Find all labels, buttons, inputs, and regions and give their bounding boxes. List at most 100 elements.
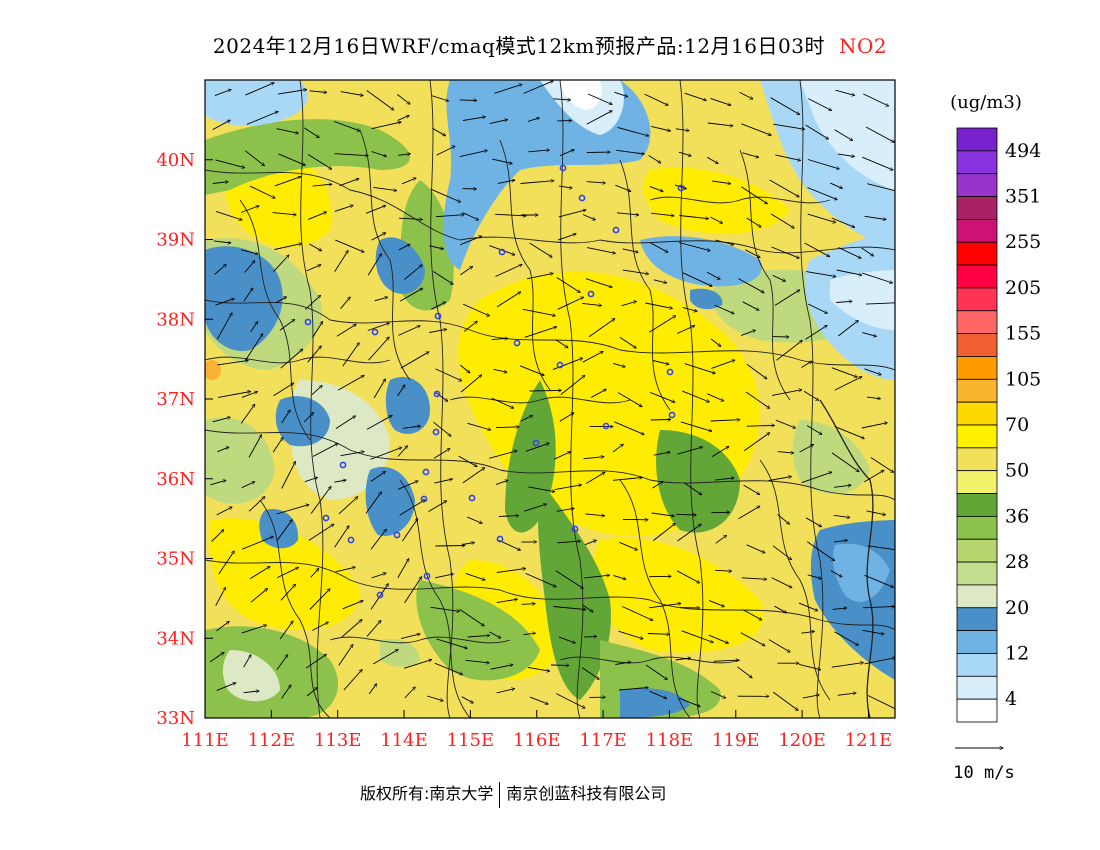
wind-arrow bbox=[404, 687, 415, 699]
x-tick-label: 111E bbox=[181, 730, 229, 751]
legend-swatch bbox=[956, 561, 998, 586]
wind-arrow bbox=[830, 182, 842, 188]
legend-swatch bbox=[956, 424, 998, 449]
wind-arrow bbox=[245, 83, 274, 96]
legend-swatch bbox=[956, 675, 998, 700]
wind-arrow bbox=[715, 570, 731, 571]
wind-arrow bbox=[491, 397, 514, 408]
wind-arrow bbox=[334, 121, 360, 131]
wind-arrow bbox=[244, 261, 255, 273]
wind-arrow bbox=[273, 383, 294, 397]
wind-arrow bbox=[651, 212, 674, 216]
wind-arrow bbox=[342, 343, 359, 367]
city-marker bbox=[587, 290, 595, 298]
legend-swatch bbox=[956, 401, 998, 426]
wind-arrow bbox=[430, 606, 460, 611]
wind-arrow bbox=[614, 91, 627, 97]
legend-swatch bbox=[956, 630, 998, 654]
wind-arrow bbox=[343, 670, 362, 691]
wind-arrow bbox=[400, 634, 420, 640]
wind-arrow bbox=[707, 156, 718, 163]
wind-arrow bbox=[494, 84, 523, 94]
wind-arrow bbox=[619, 541, 637, 550]
city-marker bbox=[559, 164, 567, 172]
wind-arrow bbox=[277, 90, 307, 95]
wind-arrow bbox=[807, 213, 836, 223]
legend-swatch bbox=[956, 447, 998, 472]
wind-arrow bbox=[801, 631, 814, 634]
wind-arrow bbox=[742, 152, 758, 158]
legend-label: 28 bbox=[1005, 551, 1029, 573]
legend-label: 70 bbox=[1005, 414, 1029, 436]
wind-arrow bbox=[370, 471, 386, 482]
wind-arrow bbox=[274, 177, 301, 187]
wind-arrow bbox=[397, 559, 409, 579]
wind-arrow bbox=[489, 120, 508, 125]
legend-swatch bbox=[956, 287, 998, 312]
copyright-divider bbox=[499, 781, 501, 808]
wind-arrow bbox=[864, 368, 882, 375]
wind-arrow bbox=[684, 482, 702, 495]
wind-arrow bbox=[398, 244, 410, 251]
wind-arrow bbox=[746, 425, 775, 426]
wind-arrow bbox=[861, 423, 888, 429]
wind-arrow bbox=[492, 158, 512, 164]
wind-arrow bbox=[804, 242, 830, 257]
wind-arrow bbox=[279, 621, 293, 640]
title-main: 2024年12月16日WRF/cmaq模式12km预报产品:12月16日03时 bbox=[212, 34, 825, 58]
legend-label: 351 bbox=[1005, 186, 1041, 208]
wind-arrow bbox=[340, 297, 351, 309]
legend-swatch bbox=[956, 150, 998, 175]
wind-arrow bbox=[583, 457, 605, 460]
wind-arrow bbox=[403, 426, 420, 429]
wind-arrow bbox=[335, 239, 364, 252]
wind-arrow bbox=[304, 127, 319, 138]
wind-arrow bbox=[367, 254, 381, 276]
wind-arrow bbox=[429, 329, 446, 333]
x-tick-label: 119E bbox=[712, 730, 760, 751]
wind-arrow bbox=[838, 320, 858, 337]
wind-arrow bbox=[248, 435, 262, 458]
legend-label: 12 bbox=[1005, 642, 1029, 664]
city-marker bbox=[432, 428, 440, 436]
wind-arrow bbox=[215, 587, 226, 606]
city-marker bbox=[433, 390, 441, 398]
wind-arrow bbox=[334, 205, 353, 212]
wind-arrow bbox=[397, 446, 408, 457]
city-marker bbox=[393, 531, 401, 539]
wind-arrow bbox=[558, 636, 575, 643]
wind-arrow bbox=[618, 688, 648, 691]
wind-arrow bbox=[613, 574, 626, 579]
wind-arrow bbox=[275, 297, 287, 304]
wind-arrow bbox=[675, 128, 689, 131]
wind-arrow bbox=[862, 607, 895, 608]
wind-arrow bbox=[278, 153, 306, 165]
wind-arrow bbox=[279, 319, 295, 331]
wind-arrow bbox=[612, 444, 623, 453]
wind-arrow bbox=[281, 410, 291, 424]
wind-arrow bbox=[465, 659, 490, 663]
city-marker bbox=[556, 361, 564, 369]
x-tick-label: 118E bbox=[646, 730, 694, 751]
wind-arrow bbox=[746, 217, 761, 227]
wind-arrow bbox=[309, 90, 327, 93]
wind-arrow bbox=[870, 457, 894, 473]
wind-arrow bbox=[212, 182, 228, 184]
wind-arrow bbox=[743, 433, 770, 452]
wind-arrow bbox=[680, 421, 712, 431]
wind-arrow bbox=[304, 478, 318, 483]
map-title: 2024年12月16日WRF/cmaq模式12km预报产品:12月16日03时 N… bbox=[0, 30, 1100, 59]
wind-arrow bbox=[432, 127, 445, 136]
wind-arrow bbox=[274, 244, 301, 250]
legend-swatch bbox=[956, 196, 998, 220]
wind-arrow bbox=[553, 99, 570, 100]
wind-arrow bbox=[771, 390, 802, 396]
wind-arrow bbox=[554, 485, 582, 491]
wind-arrow bbox=[399, 218, 422, 219]
wind-arrow bbox=[867, 545, 895, 551]
wind-arrow bbox=[527, 273, 553, 280]
wind-arrow bbox=[615, 662, 630, 665]
wind-arrow bbox=[307, 154, 332, 169]
wind-arrow bbox=[676, 570, 700, 583]
wind-arrow bbox=[834, 485, 851, 488]
